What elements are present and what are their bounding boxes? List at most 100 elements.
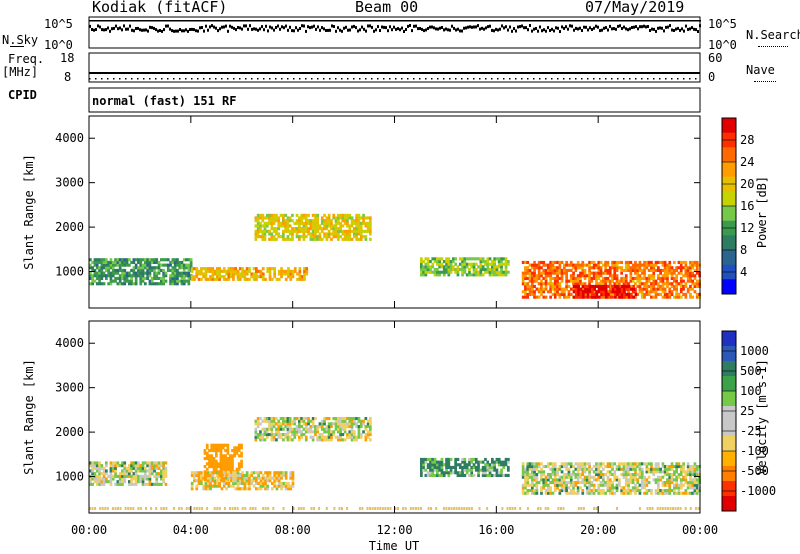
nsky-point: [167, 24, 169, 28]
nsearch-point: [439, 20, 441, 22]
power-cell: [461, 262, 464, 266]
power-cell: [592, 271, 596, 275]
ground-scatter-cell: [346, 507, 349, 510]
velocity-cell: [98, 477, 101, 481]
power-cell: [334, 232, 338, 236]
power-cell: [524, 274, 527, 278]
ground-scatter-cell: [544, 507, 547, 510]
velocity-cell: [504, 473, 508, 477]
velocity-cell: [433, 465, 437, 469]
power-cell: [595, 274, 598, 278]
velocity-cell: [265, 430, 269, 434]
nsearch-point: [173, 20, 175, 22]
power-cell: [211, 275, 215, 279]
nave-point: [185, 78, 187, 80]
velocity-cell: [613, 475, 617, 479]
velocity-cell: [663, 473, 667, 477]
velocity-cell: [488, 471, 492, 475]
nave-point: [371, 78, 373, 80]
power-cell: [307, 221, 310, 225]
ground-scatter-cell: [465, 507, 468, 510]
power-cell: [673, 279, 676, 283]
power-cell: [673, 276, 676, 280]
velocity-cell: [134, 480, 138, 484]
velocity-cell: [693, 470, 697, 474]
power-cell: [125, 276, 129, 280]
velocity-cell: [491, 473, 494, 477]
power-cell: [286, 237, 290, 241]
power-cell: [481, 265, 485, 269]
power-cell: [608, 282, 612, 286]
velocity-cell: [277, 481, 281, 485]
nsky-point: [135, 27, 137, 30]
velocity-cell: [585, 486, 589, 490]
nsky-point: [425, 28, 427, 32]
velocity-cell: [111, 469, 115, 473]
velocity-cell: [236, 484, 240, 488]
nsky-point: [547, 26, 549, 30]
nsky-point: [697, 30, 699, 33]
power-cell: [579, 276, 582, 280]
power-cell: [684, 282, 688, 286]
power-cell: [178, 260, 182, 264]
power-cell: [638, 260, 642, 264]
power-cell: [100, 266, 104, 270]
power-cell: [586, 284, 590, 288]
nsearch-point: [397, 20, 399, 22]
nsky-point: [175, 29, 177, 33]
ground-scatter-cell: [267, 507, 270, 510]
power-cell: [227, 272, 231, 276]
power-cell: [597, 263, 601, 267]
velocity-colorbar-label: Velocity [m s-1]: [755, 359, 769, 475]
power-cell: [581, 287, 585, 291]
velocity-cell: [240, 459, 243, 463]
velocity-cell: [597, 467, 601, 471]
power-cell: [675, 290, 678, 294]
velocity-cell: [524, 467, 527, 471]
nave-point: [293, 78, 295, 80]
velocity-cell: [226, 462, 230, 466]
velocity-cell: [160, 482, 163, 486]
power-cell: [638, 274, 642, 278]
power-cell: [364, 221, 368, 225]
velocity-cell: [528, 483, 532, 487]
velocity-cell: [193, 473, 196, 477]
power-cell: [420, 257, 423, 261]
power-cell: [255, 277, 258, 281]
velocity-cell: [89, 480, 92, 484]
velocity-cell: [100, 480, 104, 484]
velocity-cell: [481, 465, 485, 469]
nsky-point: [597, 25, 599, 29]
power-cell: [255, 272, 258, 276]
nsky-point: [549, 29, 551, 32]
velocity-cell: [526, 475, 530, 479]
power-cell: [595, 276, 598, 280]
power-cell: [125, 260, 129, 264]
velocity-cell: [337, 430, 340, 434]
nsearch-point: [313, 20, 315, 22]
velocity-cell: [461, 471, 464, 475]
velocity-cell: [663, 465, 667, 469]
power-cell: [614, 287, 617, 291]
velocity-cell: [569, 465, 573, 469]
power-cell: [535, 279, 539, 283]
power-cell: [248, 269, 251, 273]
power-cell: [537, 263, 541, 267]
power-cell: [323, 224, 326, 228]
velocity-cell: [164, 474, 168, 478]
power-cell: [565, 295, 568, 299]
velocity-cell: [311, 417, 315, 421]
velocity-cell: [668, 475, 672, 479]
power-cell: [588, 260, 591, 264]
power-cell: [305, 267, 309, 271]
power-cell: [556, 260, 559, 264]
power-cell: [422, 270, 425, 274]
velocity-cell: [497, 471, 501, 475]
velocity-cell: [558, 491, 562, 495]
power-cell: [420, 270, 423, 274]
velocity-cell: [248, 487, 251, 491]
power-cell: [346, 235, 349, 239]
velocity-cell: [689, 470, 692, 474]
velocity-cell: [241, 473, 244, 477]
ground-scatter-cell: [188, 507, 191, 510]
